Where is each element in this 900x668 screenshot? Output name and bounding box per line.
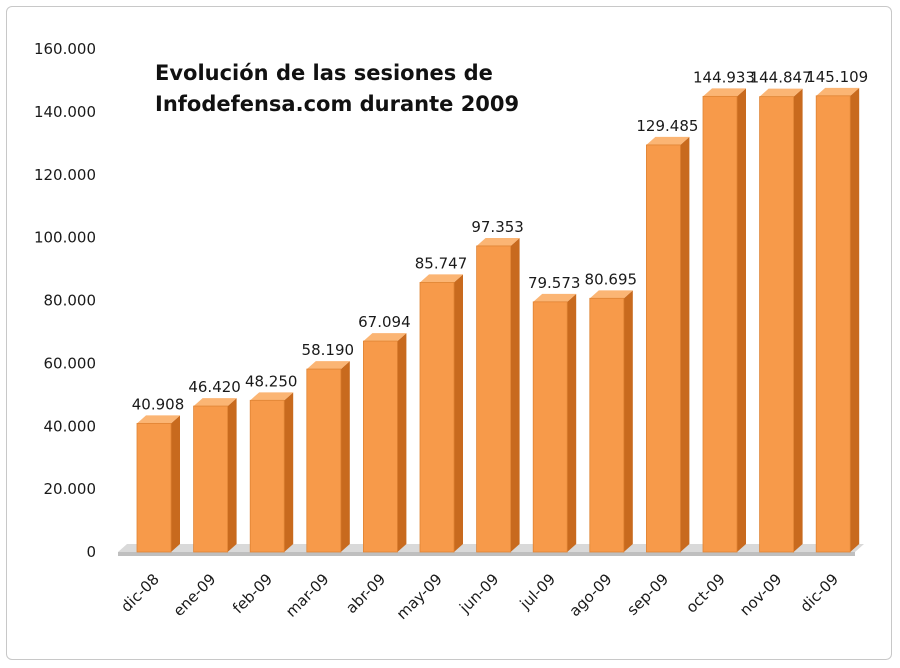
bar-top bbox=[646, 136, 690, 145]
y-tick-label: 80.000 bbox=[44, 292, 97, 310]
bar-side bbox=[510, 237, 520, 552]
bar-side bbox=[284, 392, 294, 552]
data-label: 97.353 bbox=[471, 218, 524, 236]
bar-top bbox=[306, 361, 350, 370]
y-tick-label: 60.000 bbox=[44, 354, 97, 372]
data-label: 144.847 bbox=[750, 69, 812, 87]
bar-front bbox=[702, 95, 738, 553]
x-tick-label: dic-08 bbox=[117, 570, 163, 616]
bar-side bbox=[680, 136, 690, 553]
y-tick-label: 120.000 bbox=[34, 166, 96, 184]
y-axis-ticks: 0 20.000 40.000 60.000 80.000 100.000 120.000 1… bbox=[34, 40, 96, 561]
x-tick-label: may-09 bbox=[393, 570, 446, 623]
bar-front bbox=[193, 405, 229, 553]
bar-front bbox=[419, 282, 455, 553]
bar-front bbox=[136, 422, 172, 553]
data-label: 67.094 bbox=[358, 313, 411, 331]
bar-top bbox=[137, 415, 180, 424]
bar-side bbox=[850, 87, 860, 552]
x-tick-label: abr-09 bbox=[342, 570, 389, 617]
bar-feb-09 bbox=[249, 392, 294, 553]
bar-side bbox=[623, 290, 633, 552]
y-tick-label: 100.000 bbox=[34, 229, 96, 247]
bar-jun-09 bbox=[476, 237, 520, 553]
bar-side bbox=[567, 293, 577, 552]
y-tick-label: 160.000 bbox=[34, 40, 96, 58]
bar-front bbox=[646, 144, 681, 553]
x-tick-label: nov-09 bbox=[736, 570, 785, 619]
bar-top bbox=[476, 237, 520, 246]
bar-sep-09 bbox=[646, 136, 690, 553]
bar-side bbox=[397, 333, 407, 552]
bar-top bbox=[533, 293, 577, 302]
data-label: 129.485 bbox=[636, 117, 698, 135]
bar-side bbox=[454, 274, 463, 552]
bar-mar-09 bbox=[306, 361, 350, 553]
bar-dic-09 bbox=[815, 87, 860, 553]
bar-may-09 bbox=[419, 274, 463, 553]
x-tick-label: mar-09 bbox=[282, 570, 333, 621]
data-label: 145.109 bbox=[806, 68, 868, 86]
x-tick-label: jun-09 bbox=[455, 570, 502, 617]
bar-top bbox=[703, 88, 746, 97]
bar-nov-09 bbox=[759, 88, 803, 553]
bar-side bbox=[340, 361, 350, 552]
bar-front bbox=[306, 368, 342, 553]
x-tick-label: sep-09 bbox=[623, 570, 672, 619]
bar-side bbox=[171, 415, 180, 552]
bar-side bbox=[227, 398, 237, 552]
data-label: 80.695 bbox=[585, 270, 638, 288]
data-label: 85.747 bbox=[415, 254, 468, 272]
bar-top bbox=[420, 274, 463, 283]
y-tick-label: 20.000 bbox=[44, 480, 97, 498]
data-label: 144.933 bbox=[693, 68, 755, 86]
bar-ene-09 bbox=[193, 398, 237, 553]
data-label: 48.250 bbox=[245, 372, 298, 390]
x-tick-label: oct-09 bbox=[682, 570, 729, 617]
x-axis-ticks: dic-08 ene-09 feb-09 mar-09 abr-09 may-09 jun-… bbox=[117, 570, 842, 623]
y-tick-label: 40.000 bbox=[44, 417, 97, 435]
bar-top bbox=[816, 87, 860, 96]
bar-oct-09 bbox=[702, 88, 746, 553]
data-label: 79.573 bbox=[528, 274, 581, 292]
bar-ago-09 bbox=[589, 290, 633, 553]
bar-front bbox=[249, 399, 285, 553]
chart-title-line-1: Evolución de las sesiones de bbox=[155, 61, 493, 85]
bar-side bbox=[737, 88, 746, 552]
bar-dic-08 bbox=[136, 415, 180, 553]
bar-front bbox=[589, 297, 625, 553]
y-tick-label: 0 bbox=[86, 543, 96, 561]
x-tick-label: ene-09 bbox=[170, 570, 220, 620]
chart-title-line-2: Infodefensa.com durante 2009 bbox=[155, 92, 519, 116]
bar-top bbox=[193, 398, 237, 407]
bar-front bbox=[476, 245, 512, 553]
bar-front bbox=[815, 95, 851, 553]
bar-jul-09 bbox=[532, 293, 577, 553]
bar-side bbox=[793, 88, 803, 553]
x-tick-label: feb-09 bbox=[229, 570, 276, 617]
x-tick-label: jul-09 bbox=[516, 570, 559, 613]
x-tick-label: ago-09 bbox=[566, 570, 616, 620]
bar-front bbox=[759, 96, 794, 553]
floor-edge bbox=[118, 552, 855, 556]
bar-top bbox=[589, 290, 633, 299]
data-label: 40.908 bbox=[132, 395, 185, 413]
bar-top bbox=[759, 88, 803, 97]
bar-top bbox=[250, 392, 294, 401]
x-tick-label: dic-09 bbox=[796, 570, 842, 616]
data-label: 58.190 bbox=[302, 341, 355, 359]
y-tick-label: 140.000 bbox=[34, 103, 96, 121]
bar-abr-09 bbox=[362, 333, 407, 553]
bar-front bbox=[532, 301, 568, 553]
bars bbox=[136, 87, 860, 553]
bar-top bbox=[363, 333, 407, 342]
bar-front bbox=[362, 340, 398, 553]
data-label: 46.420 bbox=[188, 378, 241, 396]
